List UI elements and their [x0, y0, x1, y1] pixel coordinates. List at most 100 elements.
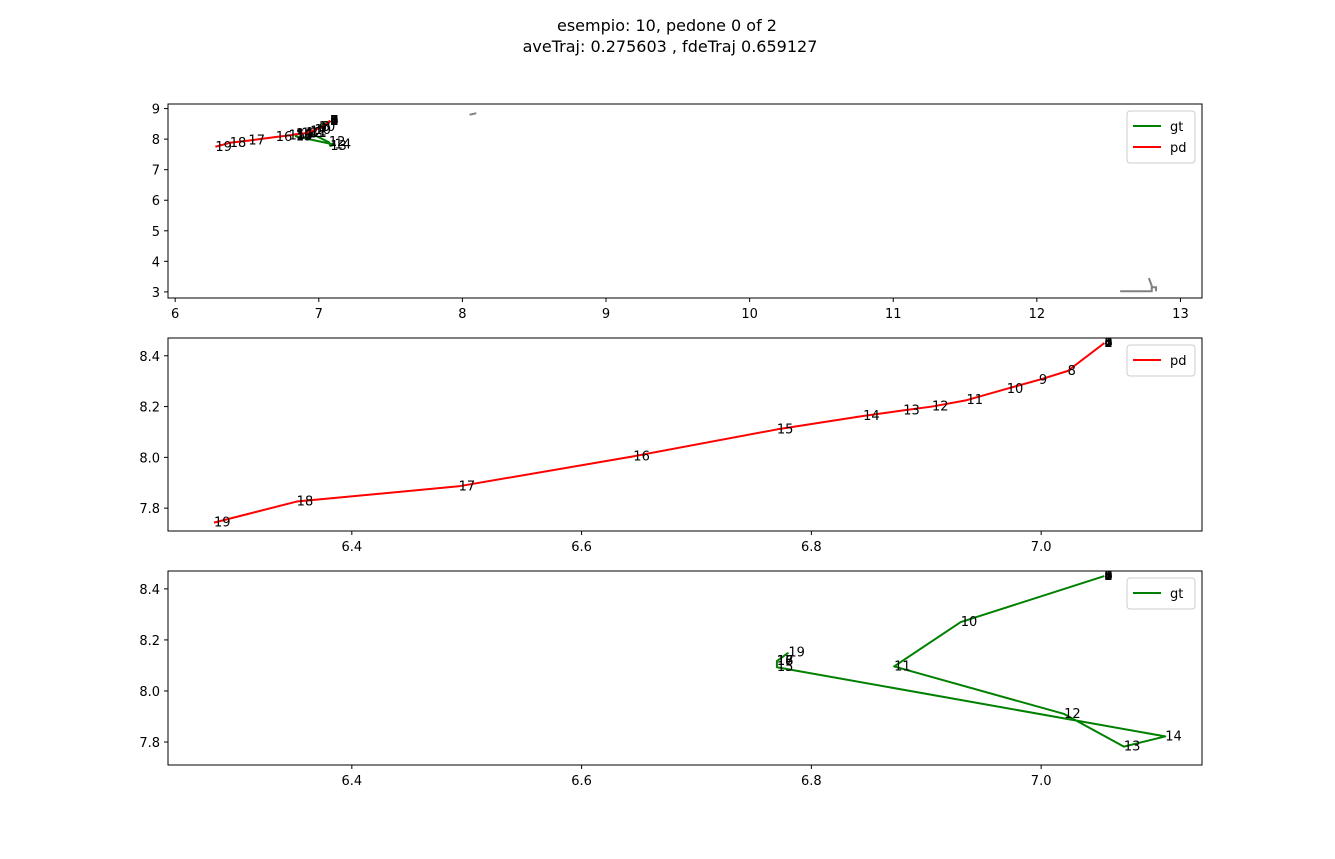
point-label-pd-15: 15 [777, 422, 794, 437]
point-label-pd-12: 12 [932, 400, 949, 415]
point-label-pd-14: 14 [296, 127, 313, 142]
point-label-gt-9: 9 [330, 114, 338, 129]
point-label-gt-2: 2 [1104, 569, 1112, 584]
legend-label-pd: pd [1170, 141, 1187, 156]
point-label-pd-2: 2 [1104, 336, 1112, 351]
point-label-pd-10: 10 [314, 123, 331, 138]
point-label-pd-2: 2 [330, 114, 338, 129]
point-label-pd-15: 15 [289, 128, 306, 143]
y-tick-label: 9 [152, 103, 160, 118]
point-label-gt-10: 10 [961, 615, 978, 630]
legend-box [1126, 110, 1196, 164]
point-label-pd-6: 6 [330, 114, 338, 129]
point-label-gt-7: 7 [1104, 569, 1112, 584]
x-tick-label: 6.8 [801, 540, 822, 555]
axes-frame [167, 103, 1203, 299]
map-line-0 [469, 112, 477, 116]
point-label-gt-14: 14 [1165, 729, 1182, 744]
y-tick-label: 5 [152, 225, 160, 240]
y-tick-label: 7 [152, 164, 160, 179]
point-label-pd-7: 7 [1104, 336, 1112, 351]
x-tick-label: 7.0 [1031, 774, 1052, 789]
point-label-gt-12: 12 [1064, 707, 1081, 722]
point-label-pd-9: 9 [1039, 373, 1047, 388]
series-line-pd [215, 119, 331, 148]
point-label-pd-16: 16 [276, 130, 293, 145]
point-label-pd-14: 14 [863, 409, 880, 424]
point-label-pd-7: 7 [330, 114, 338, 129]
y-tick-label: 7.8 [139, 736, 160, 751]
point-label-pd-12: 12 [306, 126, 323, 141]
point-label-gt-0: 0 [1104, 569, 1112, 584]
point-label-pd-3: 3 [330, 114, 338, 129]
legend-label-gt: gt [1170, 120, 1183, 135]
y-tick-label: 3 [152, 286, 160, 301]
point-label-gt-4: 4 [1104, 569, 1112, 584]
y-tick-label: 8.0 [139, 685, 160, 700]
y-tick-label: 8 [152, 133, 160, 148]
point-label-gt-6: 6 [1104, 569, 1112, 584]
point-label-pd-19: 19 [214, 516, 231, 531]
x-tick-label: 12 [1029, 307, 1046, 322]
point-label-gt-14: 14 [335, 138, 352, 153]
point-label-gt-1: 1 [1104, 569, 1112, 584]
map-line-1 [1120, 277, 1153, 293]
x-tick-label: 6.6 [571, 540, 592, 555]
point-label-pd-3: 3 [1104, 336, 1112, 351]
point-label-pd-18: 18 [297, 495, 314, 510]
map-line-2 [1151, 286, 1158, 292]
point-label-gt-3: 3 [330, 114, 338, 129]
point-label-gt-5: 5 [1104, 569, 1112, 584]
point-label-gt-16: 16 [777, 654, 794, 669]
point-label-pd-6: 6 [1104, 336, 1112, 351]
point-label-gt-9: 9 [1104, 569, 1112, 584]
point-label-gt-1: 1 [330, 114, 338, 129]
figure-title-line1: esempio: 10, pedone 0 of 2 [557, 16, 777, 35]
series-line-gt [775, 575, 1167, 748]
point-label-pd-8: 8 [1068, 364, 1076, 379]
y-tick-label: 8.0 [139, 451, 160, 466]
point-label-gt-7: 7 [330, 114, 338, 129]
x-tick-label: 6.4 [341, 774, 362, 789]
y-tick-label: 4 [152, 255, 160, 270]
point-label-gt-12: 12 [329, 135, 346, 150]
point-label-gt-4: 4 [330, 114, 338, 129]
point-label-gt-8: 8 [1104, 569, 1112, 584]
axes-frame [167, 570, 1203, 766]
point-label-pd-18: 18 [230, 136, 247, 151]
point-label-pd-11: 11 [310, 124, 327, 139]
point-label-gt-13: 13 [330, 139, 347, 154]
point-label-pd-17: 17 [248, 134, 265, 149]
point-label-gt-5: 5 [330, 114, 338, 129]
point-label-pd-9: 9 [319, 121, 327, 136]
point-label-gt-17: 17 [777, 654, 794, 669]
x-tick-label: 6.8 [801, 774, 822, 789]
point-label-pd-1: 1 [330, 114, 338, 129]
point-label-pd-17: 17 [459, 479, 476, 494]
point-label-gt-0: 0 [330, 114, 338, 129]
x-tick-label: 9 [602, 307, 610, 322]
y-tick-label: 6 [152, 194, 160, 209]
point-label-pd-0: 0 [1104, 336, 1112, 351]
point-label-gt-11: 11 [894, 659, 911, 674]
x-tick-label: 7.0 [1031, 540, 1052, 555]
axes-frame [167, 337, 1203, 532]
x-tick-label: 10 [741, 307, 758, 322]
x-tick-label: 7 [315, 307, 323, 322]
y-tick-label: 8.2 [139, 401, 160, 416]
x-tick-label: 11 [885, 307, 902, 322]
point-label-gt-10: 10 [319, 120, 336, 135]
point-label-pd-8: 8 [322, 120, 330, 135]
series-line-pd [213, 342, 1105, 524]
point-label-pd-13: 13 [903, 403, 920, 418]
point-label-pd-5: 5 [330, 114, 338, 129]
point-label-pd-19: 19 [215, 140, 232, 155]
y-tick-label: 8.2 [139, 634, 160, 649]
point-label-gt-6: 6 [330, 114, 338, 129]
point-label-gt-3: 3 [1104, 569, 1112, 584]
